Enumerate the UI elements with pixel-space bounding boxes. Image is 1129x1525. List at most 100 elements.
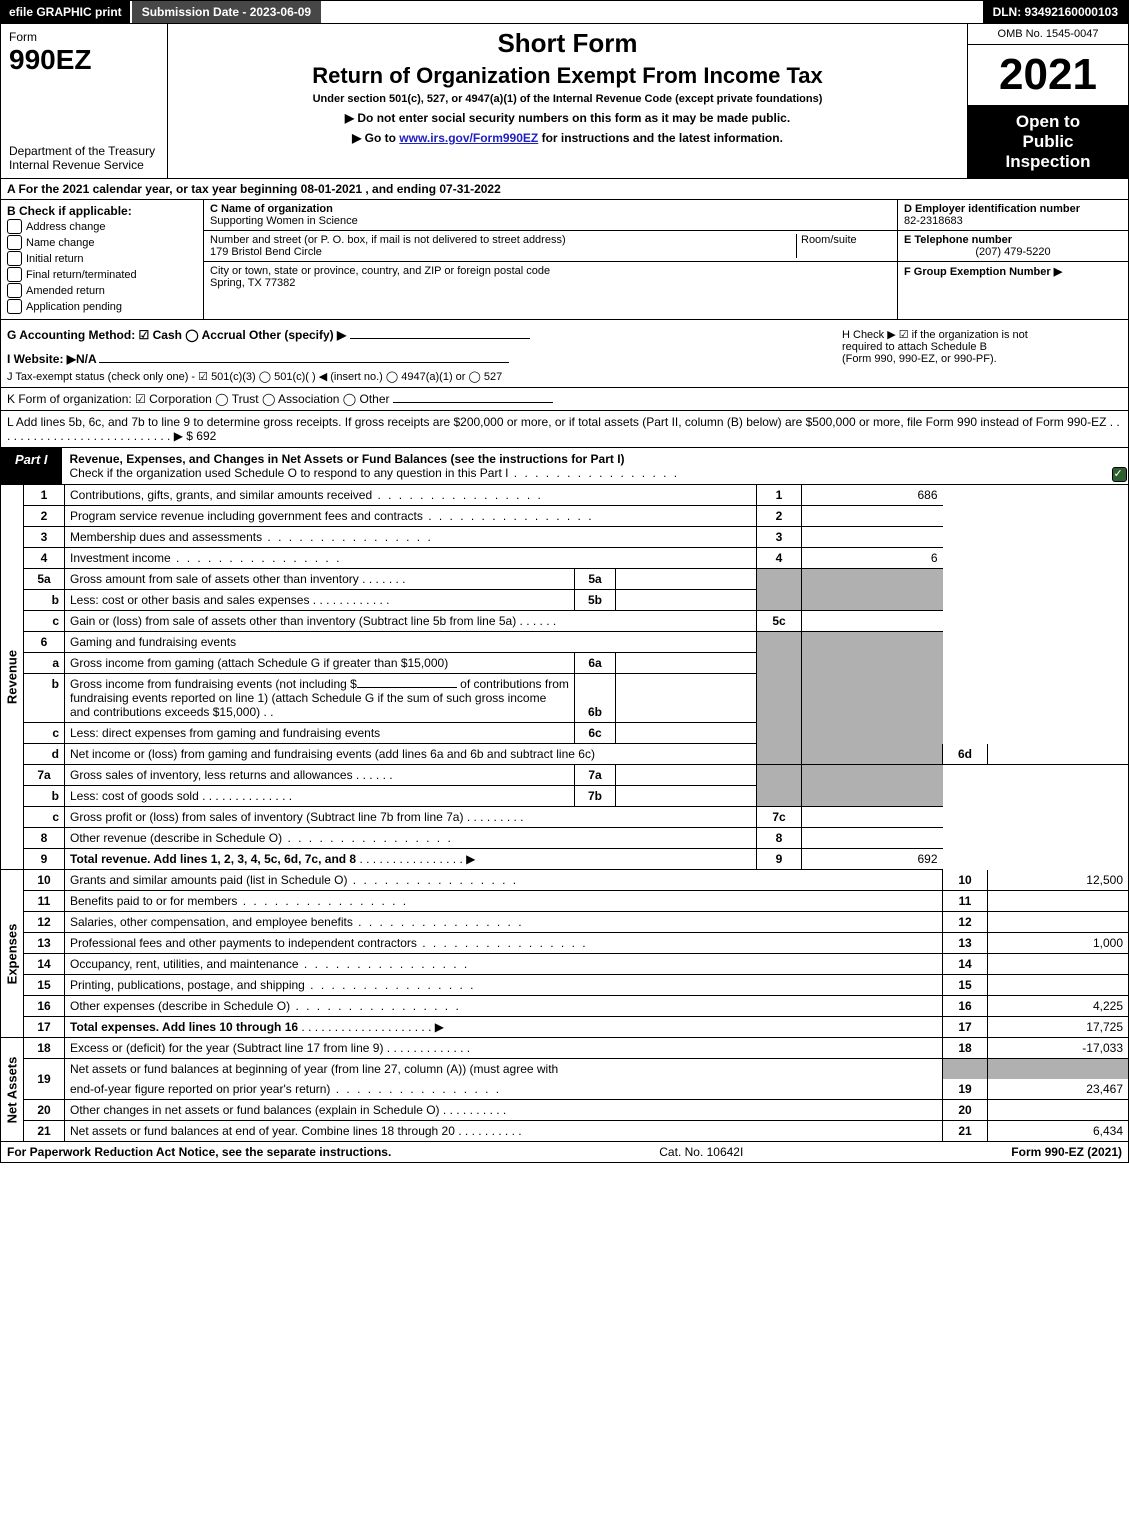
line-3: 3 Membership dues and assessments 3 (24, 527, 1129, 548)
form-header: Form 990EZ Department of the Treasury In… (0, 24, 1129, 179)
line-21: 21Net assets or fund balances at end of … (24, 1121, 1129, 1142)
instruction-1: ▶ Do not enter social security numbers o… (176, 111, 959, 125)
part-title-block: Revenue, Expenses, and Changes in Net As… (62, 448, 1110, 484)
short-form-title: Short Form (176, 28, 959, 59)
line-2: 2 Program service revenue including gove… (24, 506, 1129, 527)
line-20: 20Other changes in net assets or fund ba… (24, 1100, 1129, 1121)
dln-label: DLN: 93492160000103 (983, 1, 1128, 23)
checkbox-icon (7, 267, 22, 282)
net-assets-table: 18Excess or (deficit) for the year (Subt… (23, 1038, 1129, 1142)
line-4: 4 Investment income 4 6 (24, 548, 1129, 569)
group-exemption-block: F Group Exemption Number ▶ (898, 262, 1128, 319)
subtitle: Under section 501(c), 527, or 4947(a)(1)… (176, 93, 959, 105)
chk-application-pending[interactable]: Application pending (7, 299, 197, 314)
checkbox-icon (7, 219, 22, 234)
line-13: 13Professional fees and other payments t… (24, 933, 1129, 954)
tel-value: (207) 479-5220 (904, 246, 1122, 258)
line-9: 9 Total revenue. Add lines 1, 2, 3, 4, 5… (24, 849, 1129, 870)
section-a: A For the 2021 calendar year, or tax yea… (0, 179, 1129, 200)
dept-treasury: Department of the Treasury (9, 144, 159, 158)
chk-amended-return[interactable]: Amended return (7, 283, 197, 298)
footer-left: For Paperwork Reduction Act Notice, see … (7, 1145, 391, 1159)
street-value: 179 Bristol Bend Circle (210, 246, 322, 258)
line-8: 8 Other revenue (describe in Schedule O)… (24, 828, 1129, 849)
chk-name-change[interactable]: Name change (7, 235, 197, 250)
checkbox-icon (7, 235, 22, 250)
line-5c: c Gain or (loss) from sale of assets oth… (24, 611, 1129, 632)
city-value: Spring, TX 77382 (210, 277, 295, 289)
part-sub: Check if the organization used Schedule … (70, 466, 509, 480)
section-g: G Accounting Method: ☑ Cash ◯ Accrual Ot… (7, 328, 830, 342)
city-label: City or town, state or province, country… (210, 265, 550, 277)
instruction-2: ▶ Go to www.irs.gov/Form990EZ for instru… (176, 131, 959, 145)
line-6: 6 Gaming and fundraising events (24, 632, 1129, 653)
ein-block: D Employer identification number 82-2318… (898, 200, 1128, 231)
expenses-table: 10Grants and similar amounts paid (list … (23, 870, 1129, 1038)
tel-block: E Telephone number (207) 479-5220 (898, 231, 1128, 262)
header-center: Short Form Return of Organization Exempt… (168, 24, 967, 178)
section-b-label: B Check if applicable: (7, 204, 197, 218)
line-7a: 7a Gross sales of inventory, less return… (24, 765, 1129, 786)
net-assets-sidebar: Net Assets (0, 1038, 23, 1142)
line-1: 1 Contributions, gifts, grants, and simi… (24, 485, 1129, 506)
section-k: K Form of organization: ☑ Corporation ◯ … (0, 388, 1129, 411)
line-19a: 19Net assets or fund balances at beginni… (24, 1059, 1129, 1080)
submission-date: Submission Date - 2023-06-09 (132, 1, 321, 23)
footer-cat: Cat. No. 10642I (391, 1145, 1011, 1159)
line-11: 11Benefits paid to or for members11 (24, 891, 1129, 912)
street-row: Number and street (or P. O. box, if mail… (204, 231, 897, 262)
section-a-text: A For the 2021 calendar year, or tax yea… (7, 182, 501, 196)
return-title: Return of Organization Exempt From Incom… (176, 63, 959, 89)
topbar-spacer (321, 1, 982, 23)
line-6a: a Gross income from gaming (attach Sched… (24, 653, 1129, 674)
h-line1: H Check ▶ ☑ if the organization is not (842, 328, 1122, 341)
checkbox-icon (7, 251, 22, 266)
line-6b: b Gross income from fundraising events (… (24, 674, 1129, 723)
chk-final-return[interactable]: Final return/terminated (7, 267, 197, 282)
chk-address-change[interactable]: Address change (7, 219, 197, 234)
revenue-table: 1 Contributions, gifts, grants, and simi… (23, 485, 1129, 870)
org-name: Supporting Women in Science (210, 215, 358, 227)
line-10: 10Grants and similar amounts paid (list … (24, 870, 1129, 891)
line-18: 18Excess or (deficit) for the year (Subt… (24, 1038, 1129, 1059)
open-to-public: Open to Public Inspection (968, 106, 1128, 178)
line-7c: c Gross profit or (loss) from sales of i… (24, 807, 1129, 828)
section-i: I Website: ▶N/A (7, 352, 830, 366)
instr2-pre: ▶ Go to (352, 131, 399, 145)
checkbox-checked-icon (1112, 467, 1127, 482)
line-7b: b Less: cost of goods sold . . . . . . .… (24, 786, 1129, 807)
line-6d: d Net income or (loss) from gaming and f… (24, 744, 1129, 765)
section-b: B Check if applicable: Address change Na… (1, 200, 204, 319)
part-schedule-o-check[interactable] (1110, 448, 1128, 484)
checkbox-icon (7, 283, 22, 298)
line-15: 15Printing, publications, postage, and s… (24, 975, 1129, 996)
header-left: Form 990EZ Department of the Treasury In… (1, 24, 168, 178)
omb-number: OMB No. 1545-0047 (968, 24, 1128, 45)
line-14: 14Occupancy, rent, utilities, and mainte… (24, 954, 1129, 975)
info-block: B Check if applicable: Address change Na… (0, 200, 1129, 320)
part-1-header: Part I Revenue, Expenses, and Changes in… (0, 448, 1129, 485)
irs-link[interactable]: www.irs.gov/Form990EZ (399, 131, 538, 145)
line-19b: end-of-year figure reported on prior yea… (24, 1079, 1129, 1100)
room-suite-label: Room/suite (796, 234, 891, 258)
open-line2: Public (972, 132, 1124, 152)
form-number: 990EZ (9, 44, 159, 76)
line-16: 16Other expenses (describe in Schedule O… (24, 996, 1129, 1017)
checkbox-icon (7, 299, 22, 314)
footer-right: Form 990-EZ (2021) (1011, 1145, 1122, 1159)
line-12: 12Salaries, other compensation, and empl… (24, 912, 1129, 933)
city-row: City or town, state or province, country… (204, 262, 897, 319)
irs-label: Internal Revenue Service (9, 158, 159, 172)
header-right: OMB No. 1545-0047 2021 Open to Public In… (967, 24, 1128, 178)
efile-print-label[interactable]: efile GRAPHIC print (1, 1, 132, 23)
section-l-text: L Add lines 5b, 6c, and 7b to line 9 to … (7, 415, 1120, 443)
h-line2: required to attach Schedule B (842, 341, 1122, 353)
page-footer: For Paperwork Reduction Act Notice, see … (0, 1142, 1129, 1163)
ein-value: 82-2318683 (904, 215, 963, 227)
chk-initial-return[interactable]: Initial return (7, 251, 197, 266)
line-5b: b Less: cost or other basis and sales ex… (24, 590, 1129, 611)
open-line1: Open to (972, 112, 1124, 132)
part-tab: Part I (1, 448, 62, 484)
expenses-section: Expenses 10Grants and similar amounts pa… (0, 870, 1129, 1038)
line-5a: 5a Gross amount from sale of assets othe… (24, 569, 1129, 590)
